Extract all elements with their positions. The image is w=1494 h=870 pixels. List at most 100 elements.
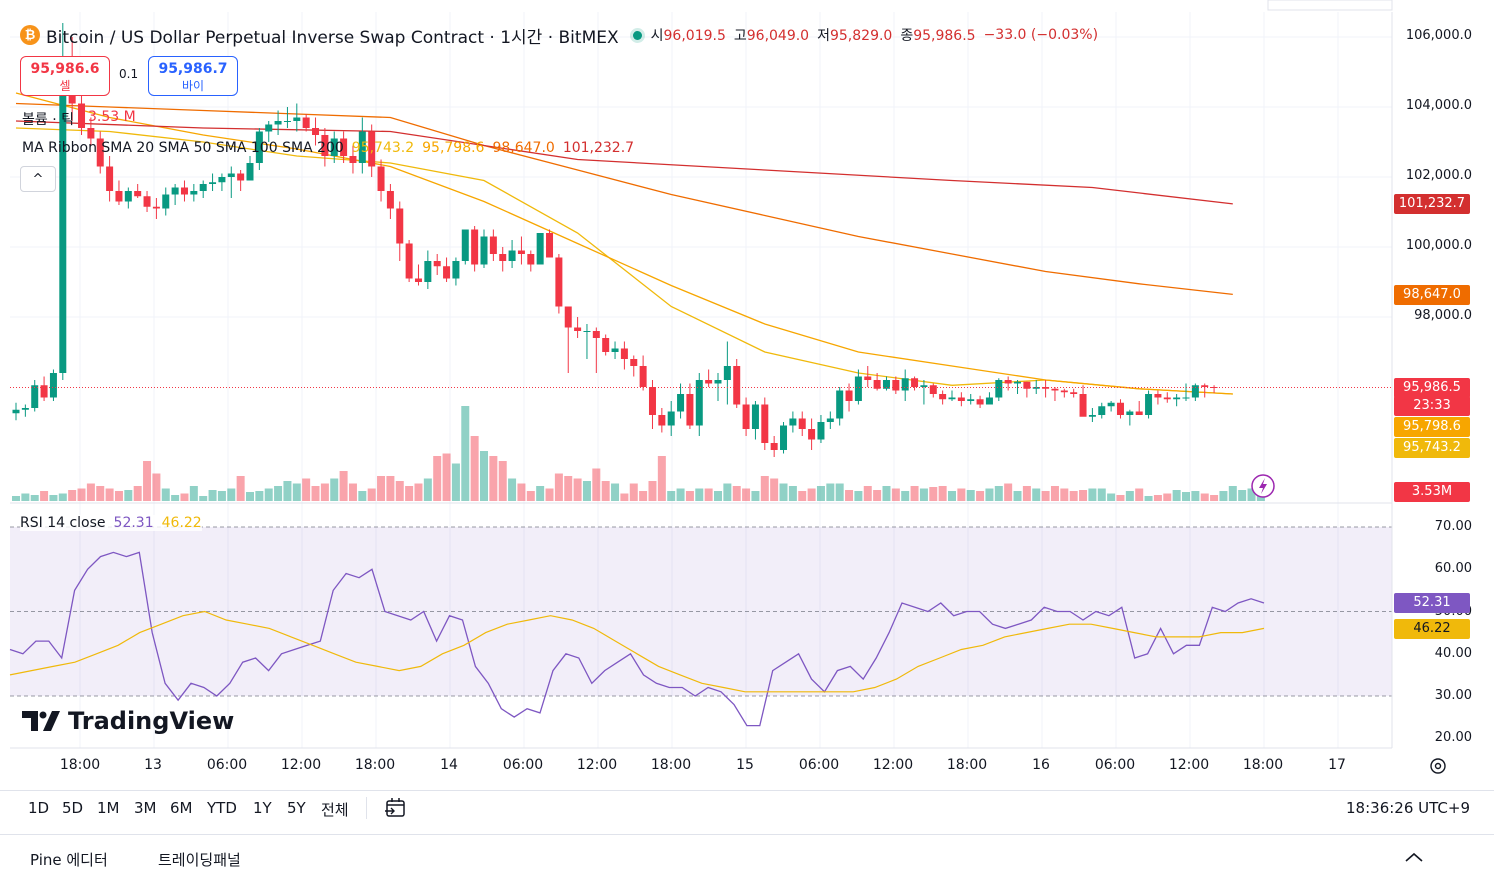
candle-body	[471, 229, 479, 265]
volume-bar	[1116, 495, 1125, 501]
candle-body	[929, 385, 937, 394]
volume-bar	[442, 453, 451, 501]
volume-bar	[302, 478, 311, 501]
candle-body	[620, 348, 628, 359]
candle-body	[583, 331, 591, 332]
sma50-line	[15, 92, 1233, 395]
rsi-legend-label: RSI 14 close	[20, 515, 106, 531]
candle-body	[882, 380, 890, 389]
candle-body	[452, 261, 460, 279]
sma20-value: 95,743.2	[351, 140, 415, 156]
market-status-icon	[632, 30, 642, 40]
sma200-price-tag: 101,232.7	[1394, 194, 1470, 214]
rsi-lines	[9, 551, 1265, 727]
volume-bar	[227, 488, 236, 501]
time-axis-label: 18:00	[650, 757, 692, 773]
candle-body	[892, 380, 900, 391]
candle-body	[40, 385, 48, 398]
candle-body	[546, 233, 554, 258]
candle-body	[508, 250, 516, 261]
volume-bar	[21, 493, 30, 501]
candle-body	[12, 409, 20, 414]
volume-bar	[948, 491, 956, 501]
range-6m-button[interactable]: 6M	[170, 799, 193, 817]
range-all-button[interactable]: 전체	[321, 801, 349, 819]
rsi-axis-label: 20.00	[1434, 730, 1472, 745]
candle-body	[677, 394, 685, 412]
volume-bar	[1079, 490, 1088, 501]
tradingview-logo[interactable]: TradingView	[22, 707, 234, 735]
tab-pine-editor[interactable]: Pine 에디터	[30, 851, 108, 869]
volume-bar	[742, 488, 751, 501]
candle-body	[536, 233, 544, 265]
volume-bar	[161, 488, 170, 501]
chart-canvas[interactable]	[0, 0, 1494, 790]
chevron-up-icon[interactable]	[1404, 851, 1424, 863]
sell-button[interactable]: 95,986.6 셀	[20, 56, 110, 96]
candle-body	[31, 385, 39, 408]
range-ytd-button[interactable]: YTD	[207, 799, 237, 817]
volume-legend[interactable]: 볼륨 · 틱 3.53 M	[22, 109, 136, 129]
candle-body	[1201, 385, 1209, 387]
candle-body	[780, 425, 788, 450]
volume-bar	[124, 490, 133, 501]
range-3m-button[interactable]: 3M	[134, 799, 157, 817]
lightning-icon[interactable]	[1251, 474, 1275, 498]
candle-body	[461, 229, 469, 261]
volume-bar	[554, 473, 563, 501]
rsi-legend[interactable]: RSI 14 close 52.31 46.22	[20, 515, 202, 531]
range-1d-button[interactable]: 1D	[28, 799, 50, 817]
volume-bar	[480, 451, 488, 501]
candle-body	[939, 394, 947, 400]
volume-bar	[1125, 491, 1134, 501]
volume-bar	[114, 491, 123, 501]
candle-body	[87, 128, 95, 139]
volume-bar	[1247, 488, 1256, 501]
buy-button[interactable]: 95,986.7 바이	[148, 56, 238, 96]
range-1m-button[interactable]: 1M	[97, 799, 120, 817]
volume-bar	[648, 481, 657, 501]
time-axis-label: 12:00	[872, 757, 914, 773]
candle-body	[386, 191, 394, 209]
volume-bar	[461, 406, 470, 501]
calendar-icon[interactable]	[384, 796, 408, 820]
volume-bar	[685, 491, 694, 501]
volume-bar	[845, 490, 854, 501]
time-axis-label: 16	[1032, 757, 1050, 773]
volume-bar	[58, 493, 67, 501]
volume-bar	[873, 490, 882, 501]
close-key: 종	[900, 28, 914, 44]
range-1y-button[interactable]: 1Y	[253, 799, 272, 817]
volume-bar	[723, 483, 732, 501]
volume-bar	[732, 486, 741, 501]
volume-bar	[1107, 493, 1116, 501]
ma-ribbon-legend[interactable]: MA Ribbon SMA 20 SMA 50 SMA 100 SMA 200 …	[22, 140, 634, 156]
symbol-title[interactable]: Bitcoin / US Dollar Perpetual Inverse Sw…	[46, 27, 619, 48]
volume-bar	[573, 478, 582, 501]
range-5y-button[interactable]: 5Y	[287, 799, 306, 817]
volume-bar	[264, 488, 273, 501]
volume-bar	[1144, 496, 1153, 501]
spread-value: 0.1	[119, 67, 139, 81]
rsi-band	[10, 527, 1392, 696]
candle-body	[995, 380, 1003, 398]
volume-bar	[40, 491, 49, 501]
rsi-axis-label: 30.00	[1434, 688, 1472, 703]
candle-body	[293, 117, 301, 121]
collapse-legend-button[interactable]: ^	[20, 166, 56, 192]
candle-body	[1051, 388, 1059, 391]
settings-icon[interactable]	[1430, 758, 1446, 774]
volume-bar	[966, 490, 975, 501]
candle-body	[667, 411, 675, 426]
candle-body	[555, 257, 563, 307]
range-5d-button[interactable]: 5D	[62, 799, 84, 817]
candle-body	[199, 184, 207, 191]
change-value: −33.0 (−0.03%)	[983, 27, 1099, 43]
timezone-clock[interactable]: 18:36:26 UTC+9	[1346, 799, 1470, 817]
volume-bar	[751, 491, 760, 501]
volume-bar	[620, 493, 629, 501]
chevron-up-icon: ^	[32, 171, 44, 187]
tab-trading-panel[interactable]: 트레이딩패널	[158, 851, 241, 869]
volume-bar	[255, 491, 264, 501]
